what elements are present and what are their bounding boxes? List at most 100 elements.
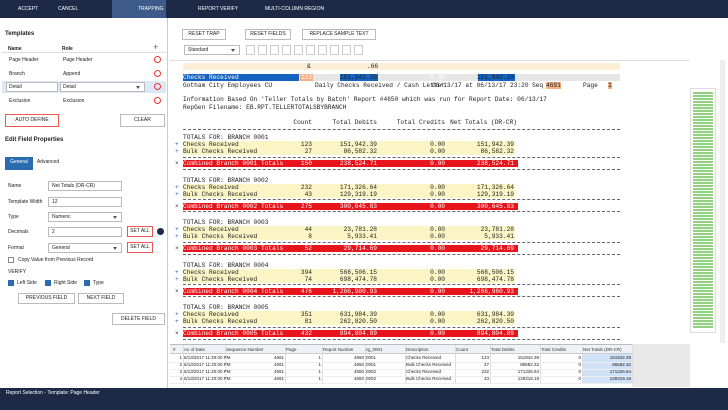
grid-cell: 0 (578, 369, 581, 374)
grid-column[interactable]: Total Debits (491, 347, 515, 352)
format-icon[interactable] (270, 45, 279, 55)
minimap-line (693, 98, 713, 100)
minimap-line (693, 185, 713, 187)
separator (183, 326, 620, 328)
minimap-line (693, 260, 713, 262)
copy-checkbox[interactable] (8, 257, 14, 263)
grid-cell: 0 (578, 355, 581, 360)
set-all-button[interactable]: SET ALL (127, 226, 153, 237)
minimap-line (693, 200, 713, 202)
grid-column[interactable]: Count (456, 347, 469, 352)
total-marker[interactable] (175, 330, 179, 337)
grid-cell: 4691 (273, 355, 284, 360)
verify-checkbox[interactable] (8, 280, 14, 286)
delete-template[interactable] (154, 96, 161, 104)
field-input[interactable]: General (48, 243, 122, 253)
grid-column[interactable]: rg_0001 (366, 347, 383, 352)
toolbar-button[interactable]: ACCEPT (18, 6, 39, 12)
editor-button[interactable]: REPLACE SAMPLE TEXT (302, 29, 376, 40)
grid-column[interactable]: Page (286, 347, 297, 352)
total-marker[interactable] (175, 288, 179, 295)
template-role: Append (63, 70, 81, 77)
clear-button[interactable]: CLEAR (120, 114, 165, 127)
row-marker[interactable] (175, 226, 179, 233)
detail-value: 5,933.41 (484, 233, 514, 240)
total-label: Combined Branch 0002 Totals (183, 202, 284, 210)
toolbar-button[interactable]: REPORT VERIFY (198, 6, 239, 12)
total-value: 432 (300, 330, 312, 337)
row-marker[interactable] (175, 276, 179, 283)
advanced-tab[interactable]: Advanced (34, 157, 62, 170)
format-icon[interactable] (330, 45, 339, 55)
style-select[interactable]: Standard (184, 45, 240, 55)
row-marker[interactable] (175, 318, 179, 325)
editor-button[interactable]: RESET TRAP (182, 29, 226, 40)
row-marker[interactable] (175, 148, 179, 155)
format-icon[interactable] (246, 45, 255, 55)
total-value: 894,804.89 (339, 330, 377, 337)
total-band (183, 330, 518, 337)
detail-value: 262,820.50 (476, 318, 514, 325)
separator (183, 284, 620, 285)
format-icon[interactable] (342, 45, 351, 55)
format-icon[interactable] (282, 45, 291, 55)
grid-column[interactable]: Total Credits (541, 347, 567, 352)
row-marker[interactable] (175, 233, 179, 240)
delete-template[interactable] (154, 69, 161, 77)
field-input[interactable]: 12 (48, 197, 122, 207)
name-input[interactable] (6, 82, 58, 92)
toolbar-button[interactable]: CANCEL (58, 6, 79, 12)
minimap-line (693, 269, 713, 271)
toolbar-button[interactable]: TRAPPING (138, 6, 164, 12)
auto-define-button[interactable]: AUTO DEFINE (5, 114, 59, 127)
grid-cell: 151942.39 (517, 355, 539, 360)
toolbar-button[interactable]: MULTI-COLUMN REGION (265, 6, 325, 12)
template-name: Page Header (9, 57, 39, 63)
role-select[interactable] (60, 82, 145, 92)
format-icon[interactable] (318, 45, 327, 55)
delete-template[interactable] (154, 56, 161, 63)
branch-title: TOTALS FOR: BRANCH 0002 (183, 176, 269, 184)
next-field-button[interactable]: NEXT FIELD (78, 293, 124, 304)
grid-column[interactable]: Description (406, 347, 429, 352)
detail-value: 698,474.78 (339, 275, 377, 283)
format-icon[interactable] (354, 45, 363, 55)
format-icon[interactable] (258, 45, 267, 55)
grid-cell: 171326.64 (609, 369, 631, 374)
row-marker[interactable] (175, 191, 179, 198)
delete-template[interactable] (154, 83, 161, 90)
editor-button[interactable]: RESET FIELDS (245, 29, 291, 40)
grid-column[interactable]: # (173, 347, 176, 352)
field-input[interactable]: Numeric (48, 212, 122, 222)
hl-value: 151,942.39 (339, 74, 377, 81)
help-icon (157, 228, 164, 235)
format-icon[interactable] (306, 45, 315, 55)
report-column: Total Credits (396, 119, 445, 126)
row-marker[interactable] (175, 311, 179, 318)
grid-column[interactable]: Report Number (323, 347, 354, 352)
verify-checkbox[interactable] (84, 280, 90, 286)
row-marker[interactable] (175, 184, 179, 191)
general-tab[interactable]: General (5, 157, 33, 170)
grid-column[interactable]: Sequence Number (226, 347, 264, 352)
minimap-line (693, 314, 713, 316)
grid-column[interactable]: As of Date (184, 347, 206, 352)
row-marker[interactable] (175, 269, 179, 276)
total-marker[interactable] (175, 245, 179, 252)
field-input[interactable]: Net Totals (DR-CR) (48, 181, 122, 191)
verify-label: VERIFY (8, 269, 27, 275)
total-marker[interactable] (175, 203, 179, 210)
verify-checkbox[interactable] (45, 280, 51, 286)
total-marker[interactable] (175, 160, 179, 167)
delete-field-button[interactable]: DELETE FIELD (112, 313, 165, 325)
grid-column[interactable]: Net Totals (DR-CR) (583, 347, 622, 352)
detail-label: Bulk Checks Received (183, 190, 258, 198)
set-all-button[interactable]: SET ALL (127, 242, 153, 253)
previous-field-button[interactable]: PREVIOUS FIELD (18, 293, 75, 304)
grid-divider (365, 345, 366, 383)
format-icon[interactable] (294, 45, 303, 55)
add-template[interactable] (153, 43, 158, 52)
total-value: 238,524.71 (339, 160, 377, 167)
field-input[interactable]: 2 (48, 227, 122, 237)
row-marker[interactable] (175, 141, 179, 148)
